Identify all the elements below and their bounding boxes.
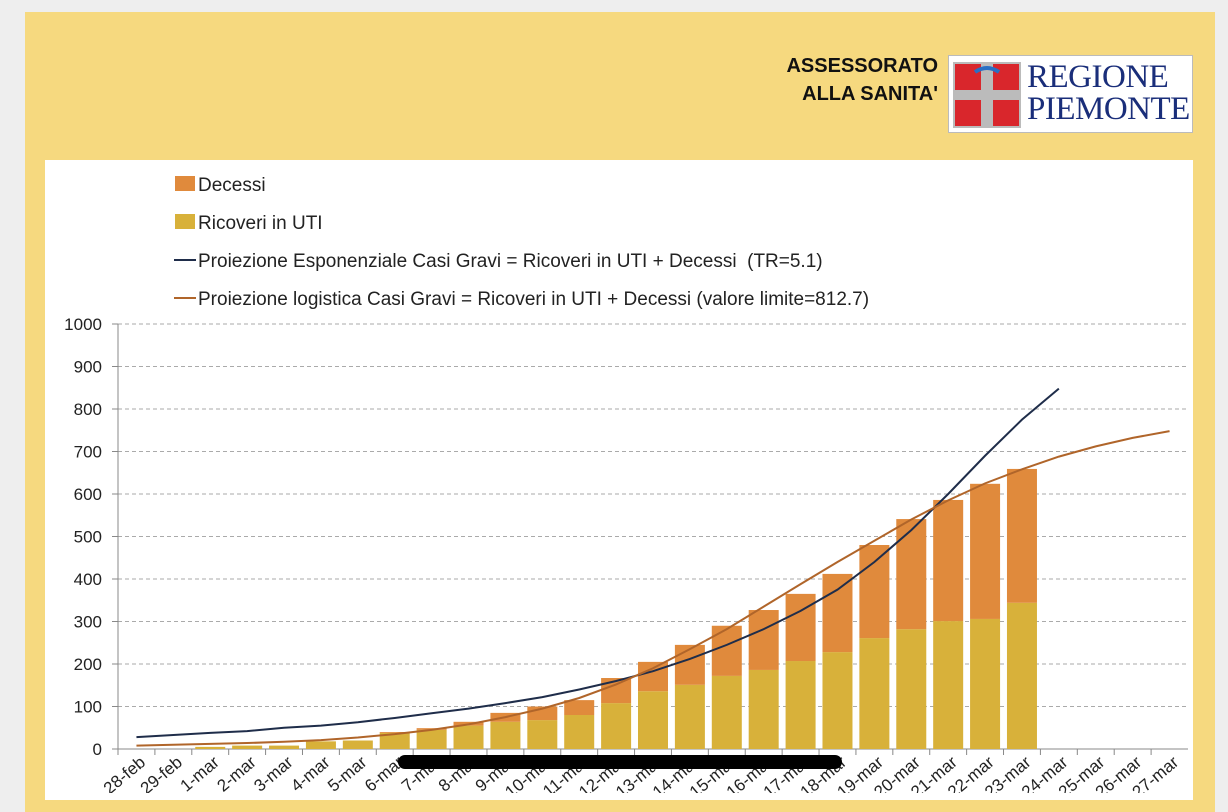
y-tick-label: 800 <box>74 400 102 419</box>
bar <box>933 499 964 622</box>
x-tick-label: 29-feb <box>137 753 186 793</box>
logo-cross <box>953 62 1021 128</box>
legend-swatch <box>175 176 195 191</box>
bar <box>933 621 964 749</box>
logo: REGIONE PIEMONTE <box>948 55 1193 133</box>
bar <box>748 669 779 749</box>
legend-label: Proiezione logistica Casi Gravi = Ricove… <box>198 289 869 310</box>
bar <box>674 684 705 749</box>
bar <box>564 700 595 715</box>
bar <box>859 638 890 749</box>
x-tick-label: 3-mar <box>250 752 296 793</box>
bar <box>342 740 373 749</box>
bar <box>748 610 779 670</box>
bar <box>416 729 447 749</box>
chart: 0100200300400500600700800900100028-feb29… <box>64 175 1188 793</box>
bar <box>1006 468 1037 603</box>
y-tick-label: 0 <box>93 740 102 759</box>
redaction-bar <box>398 755 842 769</box>
bar <box>379 732 410 749</box>
legend-label: Proiezione Esponenziale Casi Gravi = Ric… <box>198 251 823 272</box>
legend-label: Ricoveri in UTI <box>198 213 323 234</box>
legend-swatch <box>175 214 195 229</box>
line-series <box>136 387 1060 739</box>
header-title: ASSESSORATO ALLA SANITA' <box>786 52 938 108</box>
bar <box>601 678 632 704</box>
bar <box>970 483 1001 619</box>
x-tick-label: 4-mar <box>287 752 333 793</box>
x-tick-label: 2-mar <box>213 752 259 793</box>
x-tick-label: 5-mar <box>324 752 370 793</box>
line-series <box>136 430 1170 747</box>
bar <box>859 545 890 639</box>
bar <box>711 675 742 749</box>
y-tick-label: 900 <box>74 358 102 377</box>
logo-text: PIEMONTE <box>1027 91 1190 127</box>
bar <box>564 715 595 749</box>
bar <box>601 703 632 749</box>
bar <box>896 629 927 749</box>
y-tick-label: 200 <box>74 655 102 674</box>
bar <box>711 625 742 676</box>
y-tick-label: 300 <box>74 613 102 632</box>
bar <box>453 725 484 749</box>
y-tick-label: 600 <box>74 485 102 504</box>
bar <box>822 573 853 653</box>
y-tick-label: 100 <box>74 698 102 717</box>
header-line: ALLA SANITA' <box>802 83 938 105</box>
bar <box>1006 602 1037 749</box>
bar <box>195 746 226 749</box>
y-tick-label: 700 <box>74 443 102 462</box>
x-tick-label: 1-mar <box>177 752 223 793</box>
bar <box>379 732 410 733</box>
logo-text: REGIONE <box>1027 59 1169 95</box>
legend-label: Decessi <box>198 175 266 196</box>
bar <box>269 745 300 749</box>
y-tick-label: 400 <box>74 570 102 589</box>
bar <box>785 661 816 749</box>
header-line: ASSESSORATO <box>786 55 938 77</box>
bar <box>896 519 927 630</box>
y-tick-label: 500 <box>74 528 102 547</box>
bar <box>822 652 853 749</box>
bar <box>638 661 668 692</box>
y-tick-label: 1000 <box>64 315 102 334</box>
bar <box>527 720 558 749</box>
bar <box>232 745 263 749</box>
legend: Decessi Ricoveri in UTI Proiezione Esponen… <box>174 175 869 310</box>
bar <box>638 691 668 749</box>
bar <box>305 741 336 749</box>
bar <box>490 721 521 749</box>
bar <box>674 644 705 685</box>
bar <box>970 618 1001 749</box>
page: {"header": {"lines": ["ASSESSORATO", "AL… <box>25 12 1215 812</box>
